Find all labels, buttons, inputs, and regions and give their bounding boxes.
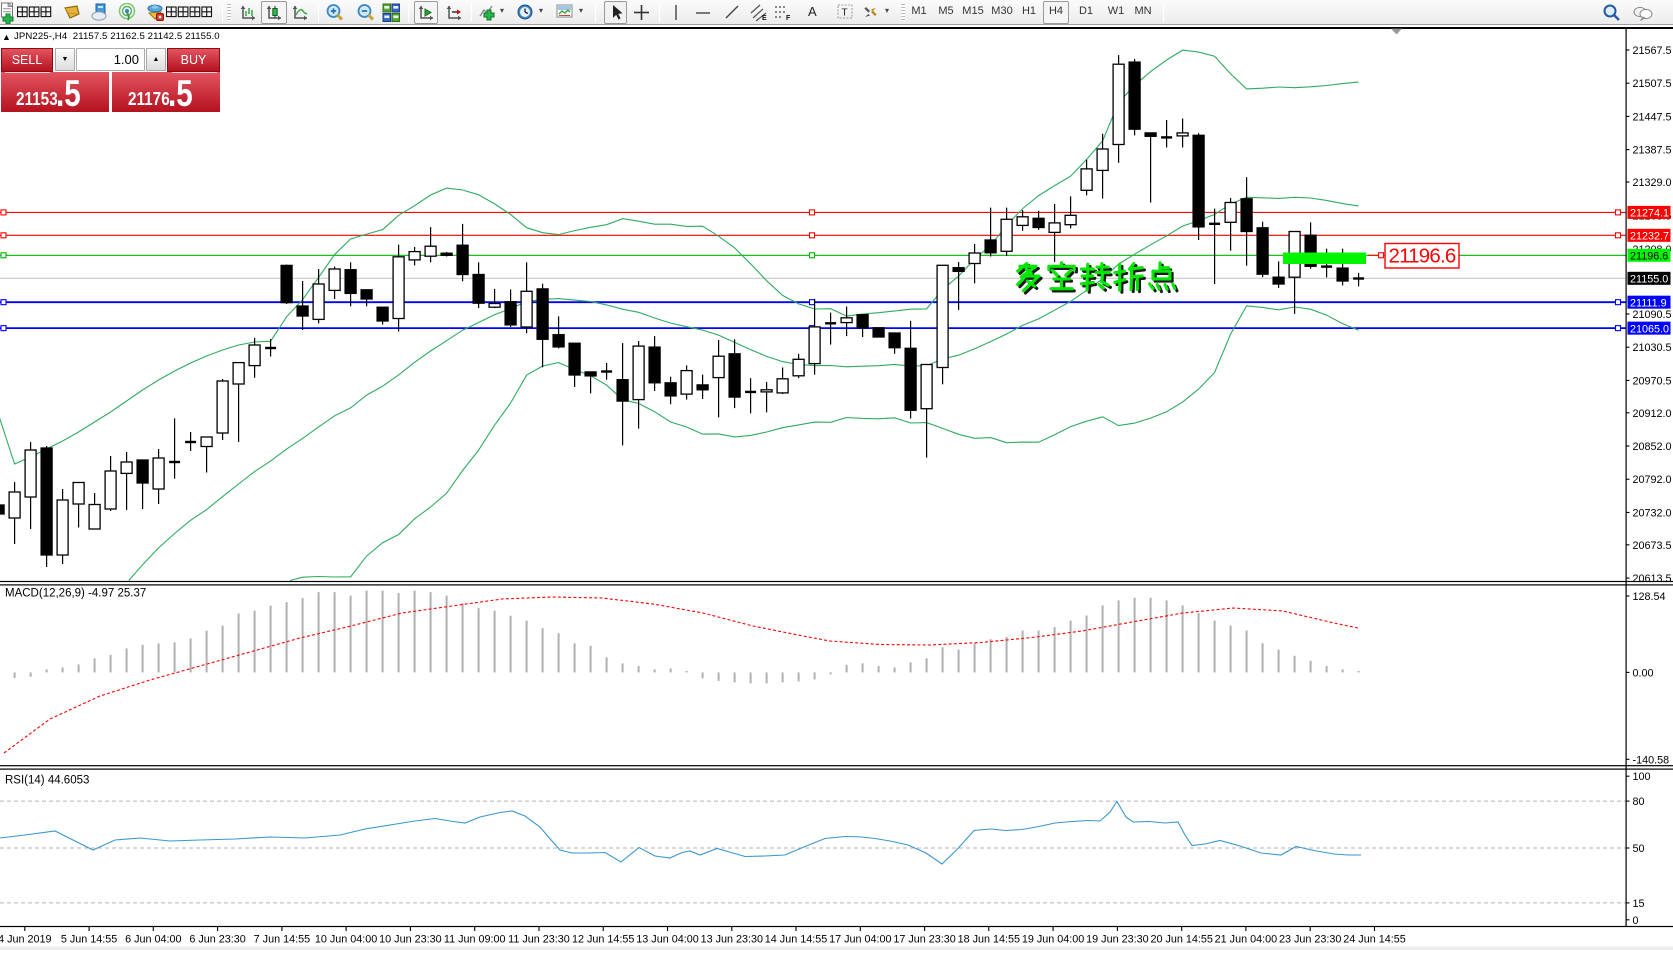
svg-text:13 Jun 04:00: 13 Jun 04:00	[636, 934, 698, 946]
svg-text:T: T	[842, 8, 848, 19]
svg-text:10 Jun 04:00: 10 Jun 04:00	[315, 934, 377, 946]
svg-text:18 Jun 14:55: 18 Jun 14:55	[958, 934, 1020, 946]
svg-text:20792.0: 20792.0	[1633, 474, 1672, 486]
svg-text:21030.5: 21030.5	[1633, 342, 1672, 354]
svg-text:21155.0: 21155.0	[1630, 274, 1668, 286]
svg-text:21567.5: 21567.5	[1633, 45, 1672, 57]
svg-text:11 Jun 23:30: 11 Jun 23:30	[508, 934, 570, 946]
svg-text:21065.0: 21065.0	[1630, 323, 1669, 335]
svg-text:21387.5: 21387.5	[1633, 145, 1672, 157]
svg-text:21329.0: 21329.0	[1633, 177, 1672, 189]
svg-text:21232.7: 21232.7	[1630, 231, 1669, 243]
svg-text:RSI(14) 44.6053: RSI(14) 44.6053	[5, 775, 89, 787]
svg-text:21 Jun 04:00: 21 Jun 04:00	[1215, 934, 1277, 946]
svg-text:50: 50	[1633, 843, 1645, 855]
svg-text:10 Jun 23:30: 10 Jun 23:30	[379, 934, 441, 946]
svg-text:17 Jun 23:30: 17 Jun 23:30	[893, 934, 955, 946]
svg-text:128.54: 128.54	[1633, 591, 1666, 603]
svg-text:100: 100	[1633, 771, 1651, 783]
svg-text:13 Jun 23:30: 13 Jun 23:30	[701, 934, 763, 946]
svg-text:23 Jun 23:30: 23 Jun 23:30	[1279, 934, 1341, 946]
svg-text:19 Jun 04:00: 19 Jun 04:00	[1022, 934, 1084, 946]
svg-text:21196.6: 21196.6	[1630, 250, 1668, 262]
svg-text:-140.58: -140.58	[1633, 754, 1670, 766]
svg-text:20912.0: 20912.0	[1633, 408, 1672, 420]
svg-text:21274.1: 21274.1	[1630, 208, 1669, 220]
svg-text:19 Jun 23:30: 19 Jun 23:30	[1086, 934, 1148, 946]
svg-text:17 Jun 04:00: 17 Jun 04:00	[829, 934, 891, 946]
svg-text:F: F	[786, 15, 791, 22]
svg-text:7 Jun 14:55: 7 Jun 14:55	[254, 934, 310, 946]
svg-text:5 Jun 14:55: 5 Jun 14:55	[61, 934, 117, 946]
svg-text:20970.5: 20970.5	[1633, 375, 1672, 387]
svg-text:80: 80	[1633, 796, 1645, 808]
svg-text:20732.0: 20732.0	[1633, 507, 1672, 519]
svg-text:4 Jun 2019: 4 Jun 2019	[0, 934, 52, 946]
svg-text:20 Jun 14:55: 20 Jun 14:55	[1150, 934, 1212, 946]
svg-text:21447.5: 21447.5	[1633, 111, 1672, 123]
svg-text:21507.5: 21507.5	[1633, 78, 1672, 90]
svg-text:20613.5: 20613.5	[1633, 573, 1672, 585]
svg-text:MACD(12,26,9) -4.97 25.37: MACD(12,26,9) -4.97 25.37	[5, 588, 146, 600]
svg-text:6 Jun 04:00: 6 Jun 04:00	[125, 934, 181, 946]
svg-text:21196.6: 21196.6	[1389, 245, 1456, 268]
svg-text:21090.5: 21090.5	[1633, 309, 1672, 321]
svg-text:14 Jun 14:55: 14 Jun 14:55	[765, 934, 827, 946]
svg-text:E: E	[762, 15, 767, 22]
svg-text:20673.5: 20673.5	[1633, 540, 1672, 552]
svg-text:20852.0: 20852.0	[1633, 441, 1672, 453]
svg-text:11 Jun 09:00: 11 Jun 09:00	[444, 934, 506, 946]
svg-text:6 Jun 23:30: 6 Jun 23:30	[189, 934, 245, 946]
svg-text:21111.9: 21111.9	[1630, 297, 1667, 309]
svg-text:0: 0	[1633, 915, 1639, 927]
svg-text:24 Jun 14:55: 24 Jun 14:55	[1343, 934, 1405, 946]
svg-text:12 Jun 14:55: 12 Jun 14:55	[572, 934, 634, 946]
svg-text:0.00: 0.00	[1633, 667, 1654, 679]
svg-text:15: 15	[1633, 898, 1645, 910]
